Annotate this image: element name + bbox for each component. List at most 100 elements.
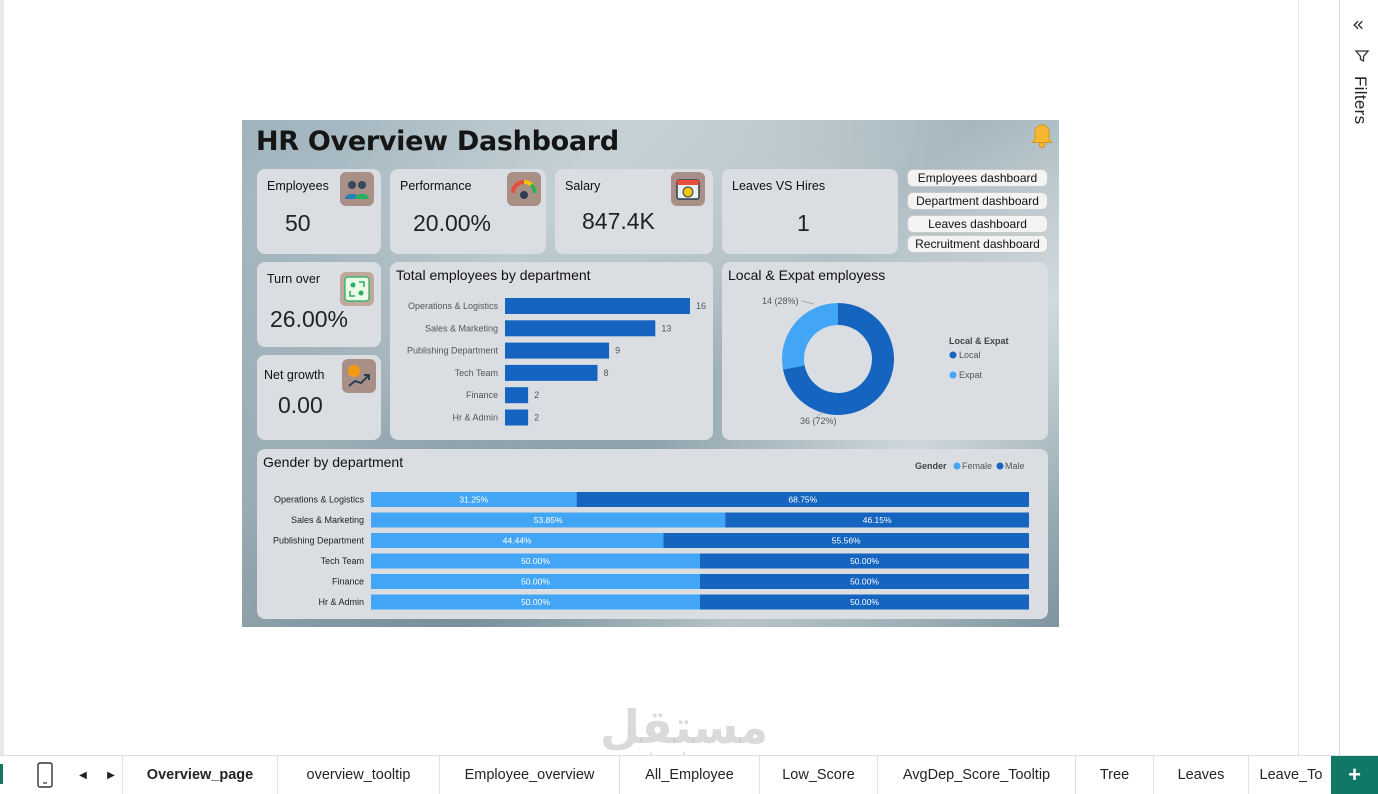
- dept-bar[interactable]: [505, 320, 656, 337]
- performance-card[interactable]: Performance 20.00%: [390, 169, 546, 254]
- gender-bar-label: 50.00%: [521, 556, 550, 566]
- dept-bar[interactable]: [505, 298, 690, 314]
- leaves-dashboard-button[interactable]: Leaves dashboard: [907, 215, 1048, 233]
- recruitment-dashboard-button[interactable]: Recruitment dashboard: [907, 235, 1048, 253]
- gender-bar-male[interactable]: [663, 533, 1029, 548]
- dept-category-label: Finance: [466, 390, 498, 400]
- gender-bar-female[interactable]: [371, 574, 700, 589]
- tab-tree[interactable]: Tree: [1076, 756, 1154, 794]
- employees-value: 50: [285, 210, 311, 236]
- donut-chart-card[interactable]: Local & Expat employess 36 (72%) 14 (28%)…: [722, 262, 1048, 440]
- performance-value: 20.00%: [413, 210, 492, 236]
- employees-dashboard-button[interactable]: Employees dashboard: [907, 169, 1048, 187]
- gender-category-label: Hr & Admin: [318, 597, 364, 607]
- gender-legend-marker: [953, 462, 961, 470]
- gender-bar-male[interactable]: [700, 574, 1029, 589]
- dept-category-label: Tech Team: [455, 368, 498, 378]
- gender-bar-female[interactable]: [371, 492, 577, 507]
- tab-scroll-left-icon[interactable]: ◀: [79, 769, 87, 781]
- donut-legend-marker: [949, 371, 957, 379]
- dept-bar[interactable]: [505, 342, 610, 359]
- gender-chart-card[interactable]: Gender by department Gender Female Male Ope…: [257, 449, 1048, 619]
- donut-legend-label[interactable]: Local: [959, 350, 981, 360]
- donut-data-label-local: 36 (72%): [800, 416, 837, 426]
- dept-category-label: Sales & Marketing: [425, 323, 498, 333]
- gender-bar-male[interactable]: [700, 594, 1029, 610]
- tab-overview-tooltip[interactable]: overview_tooltip: [278, 756, 440, 794]
- gender-category-label: Tech Team: [321, 556, 364, 566]
- tab-employee-overview[interactable]: Employee_overview: [440, 756, 620, 794]
- salary-card[interactable]: Salary 847.4K: [555, 169, 713, 254]
- donut-legend-label[interactable]: Expat: [959, 370, 983, 380]
- net-growth-card[interactable]: Net growth 0.00: [257, 355, 381, 440]
- turnover-card[interactable]: Turn over 26.00%: [257, 262, 381, 347]
- gauge-icon: [507, 172, 541, 206]
- tab-avgdep-score-tooltip[interactable]: AvgDep_Score_Tooltip: [878, 756, 1076, 794]
- net-growth-label: Net growth: [264, 368, 325, 382]
- dept-chart-card[interactable]: Total employees by department Operations…: [390, 262, 713, 440]
- department-dashboard-button[interactable]: Department dashboard: [907, 192, 1048, 210]
- mobile-layout-icon[interactable]: [36, 762, 54, 788]
- filters-label[interactable]: Filters: [1351, 76, 1370, 125]
- dept-bar[interactable]: [505, 364, 598, 381]
- gender-legend-marker: [996, 462, 1004, 470]
- gender-stacked-bar-chart[interactable]: Gender Female Male Operations & Logistics 31…: [257, 449, 1048, 619]
- turnover-label: Turn over: [267, 272, 321, 286]
- tab-leave-to[interactable]: Leave_To: [1249, 756, 1334, 794]
- gender-bar-male[interactable]: [700, 553, 1029, 569]
- gender-category-label: Publishing Department: [273, 536, 365, 546]
- donut-slice-local[interactable]: [782, 303, 894, 415]
- dept-value-label: 2: [534, 413, 539, 423]
- gender-bar-label: 50.00%: [521, 597, 550, 607]
- gender-bar-male[interactable]: [725, 512, 1029, 528]
- add-page-button[interactable]: +: [1331, 756, 1378, 794]
- turnover-icon: [340, 272, 374, 306]
- bell-icon[interactable]: [1031, 123, 1053, 149]
- donut-legend-marker: [949, 351, 957, 359]
- gender-category-label: Finance: [332, 577, 364, 587]
- tab-overview-page[interactable]: Overview_page: [123, 756, 278, 794]
- leaves-vs-hires-label: Leaves VS Hires: [732, 179, 826, 193]
- dept-bar[interactable]: [505, 387, 529, 404]
- donut-slice-expat[interactable]: [782, 303, 838, 370]
- gender-bar-label: 55.56%: [832, 536, 861, 546]
- tab-leaves[interactable]: Leaves: [1154, 756, 1249, 794]
- gender-bar-female[interactable]: [371, 512, 726, 528]
- double-chevron-right-icon[interactable]: «: [1352, 12, 1365, 36]
- filters-pane: « Filters: [1339, 0, 1378, 755]
- gender-bar-female[interactable]: [371, 594, 700, 610]
- donut-chart-title: Local & Expat employess: [728, 267, 886, 283]
- gender-legend-label[interactable]: Male: [1005, 461, 1025, 471]
- dept-category-label: Hr & Admin: [452, 413, 498, 423]
- dept-category-label: Publishing Department: [407, 346, 499, 356]
- gender-bar-female[interactable]: [371, 533, 664, 548]
- dept-value-label: 13: [661, 323, 671, 333]
- tab-scroll-right-icon[interactable]: ▶: [107, 769, 115, 781]
- local-expat-donut-chart[interactable]: 36 (72%) 14 (28%) Local & Expat Local Expat: [722, 262, 1048, 440]
- dept-category-label: Operations & Logistics: [408, 301, 499, 311]
- turnover-value: 26.00%: [270, 306, 349, 332]
- gender-category-label: Sales & Marketing: [291, 515, 364, 525]
- gender-bar-male[interactable]: [576, 492, 1029, 507]
- dept-bar-chart[interactable]: Operations & Logistics 16 Sales & Marketin…: [390, 262, 713, 440]
- dept-bar[interactable]: [505, 409, 529, 426]
- gender-bar-label: 44.44%: [503, 536, 532, 546]
- tab-all-employee[interactable]: All_Employee: [620, 756, 760, 794]
- gender-chart-title: Gender by department: [263, 454, 404, 470]
- people-icon: [340, 172, 374, 206]
- page-tab-bar: ◀ ▶ Overview_page overview_tooltip Employe…: [0, 755, 1378, 794]
- leaves-vs-hires-card[interactable]: Leaves VS Hires 1: [722, 169, 898, 254]
- gender-bar-female[interactable]: [371, 553, 700, 569]
- dept-value-label: 2: [534, 390, 539, 400]
- employees-card[interactable]: Employees 50: [257, 169, 381, 254]
- money-growth-icon: [342, 359, 376, 393]
- leaves-vs-hires-value: 1: [797, 210, 810, 236]
- filter-icon[interactable]: [1354, 48, 1370, 64]
- tab-low-score[interactable]: Low_Score: [760, 756, 878, 794]
- gender-legend-label[interactable]: Female: [962, 461, 992, 471]
- gender-legend-title: Gender: [915, 461, 947, 471]
- salary-label: Salary: [565, 179, 601, 193]
- dept-value-label: 8: [604, 368, 609, 378]
- dept-value-label: 9: [615, 346, 620, 356]
- canvas-divider: [1298, 0, 1299, 755]
